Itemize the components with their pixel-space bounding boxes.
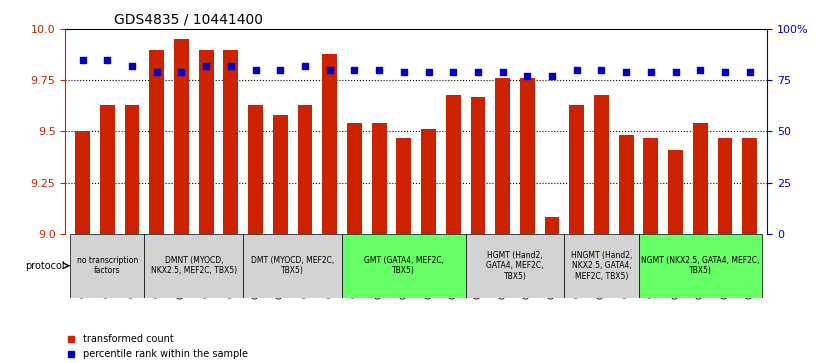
Point xyxy=(373,67,386,73)
Bar xyxy=(570,105,584,234)
Point xyxy=(76,57,89,63)
Point xyxy=(224,63,237,69)
Text: HGMT (Hand2,
GATA4, MEF2C,
TBX5): HGMT (Hand2, GATA4, MEF2C, TBX5) xyxy=(486,251,543,281)
Bar xyxy=(322,54,337,234)
FancyBboxPatch shape xyxy=(466,234,565,298)
Bar xyxy=(520,78,534,234)
Bar xyxy=(743,138,757,234)
Point xyxy=(200,63,213,69)
FancyBboxPatch shape xyxy=(342,234,466,298)
Point xyxy=(446,69,459,75)
FancyBboxPatch shape xyxy=(70,234,144,298)
Bar xyxy=(298,105,313,234)
Point xyxy=(669,69,682,75)
Point xyxy=(719,69,732,75)
Bar xyxy=(668,150,683,234)
Bar xyxy=(125,105,140,234)
FancyBboxPatch shape xyxy=(639,234,762,298)
Bar xyxy=(544,217,560,234)
Text: protocol: protocol xyxy=(25,261,64,271)
Bar xyxy=(644,138,659,234)
Point xyxy=(397,69,410,75)
Point xyxy=(273,67,286,73)
Bar xyxy=(446,94,461,234)
Bar xyxy=(199,49,214,234)
Point xyxy=(546,73,559,79)
Bar xyxy=(100,105,115,234)
Bar xyxy=(273,115,288,234)
Bar xyxy=(717,138,733,234)
Text: DMT (MYOCD, MEF2C,
TBX5): DMT (MYOCD, MEF2C, TBX5) xyxy=(251,256,335,276)
FancyBboxPatch shape xyxy=(565,234,639,298)
Point xyxy=(694,67,707,73)
Text: DMNT (MYOCD,
NKX2.5, MEF2C, TBX5): DMNT (MYOCD, NKX2.5, MEF2C, TBX5) xyxy=(151,256,237,276)
Bar xyxy=(248,105,263,234)
Point xyxy=(323,67,336,73)
Point xyxy=(348,67,361,73)
Bar xyxy=(371,123,387,234)
Legend: transformed count, percentile rank within the sample: transformed count, percentile rank withi… xyxy=(63,331,251,363)
Bar xyxy=(693,123,707,234)
Bar xyxy=(495,78,510,234)
FancyBboxPatch shape xyxy=(144,234,243,298)
Point xyxy=(299,63,312,69)
Text: GMT (GATA4, MEF2C,
TBX5): GMT (GATA4, MEF2C, TBX5) xyxy=(364,256,444,276)
Point xyxy=(521,73,534,79)
Point xyxy=(126,63,139,69)
Text: GDS4835 / 10441400: GDS4835 / 10441400 xyxy=(114,12,264,26)
Bar xyxy=(224,49,238,234)
Bar xyxy=(149,49,164,234)
Bar xyxy=(75,131,90,234)
Bar xyxy=(397,138,411,234)
Point xyxy=(422,69,435,75)
Bar xyxy=(594,94,609,234)
Bar xyxy=(619,135,633,234)
Point xyxy=(472,69,485,75)
Point xyxy=(595,67,608,73)
Point xyxy=(645,69,658,75)
Point xyxy=(150,69,163,75)
Text: no transcription
factors: no transcription factors xyxy=(77,256,138,276)
FancyBboxPatch shape xyxy=(243,234,342,298)
Text: NGMT (NKX2.5, GATA4, MEF2C,
TBX5): NGMT (NKX2.5, GATA4, MEF2C, TBX5) xyxy=(641,256,760,276)
Point xyxy=(249,67,262,73)
Point xyxy=(100,57,113,63)
Bar xyxy=(471,97,486,234)
Bar xyxy=(421,129,436,234)
Point xyxy=(570,67,583,73)
Bar xyxy=(347,123,361,234)
Bar xyxy=(174,39,188,234)
Point xyxy=(743,69,756,75)
Point xyxy=(496,69,509,75)
Text: HNGMT (Hand2,
NKX2.5, GATA4,
MEF2C, TBX5): HNGMT (Hand2, NKX2.5, GATA4, MEF2C, TBX5… xyxy=(571,251,632,281)
Point xyxy=(619,69,632,75)
Point xyxy=(175,69,188,75)
